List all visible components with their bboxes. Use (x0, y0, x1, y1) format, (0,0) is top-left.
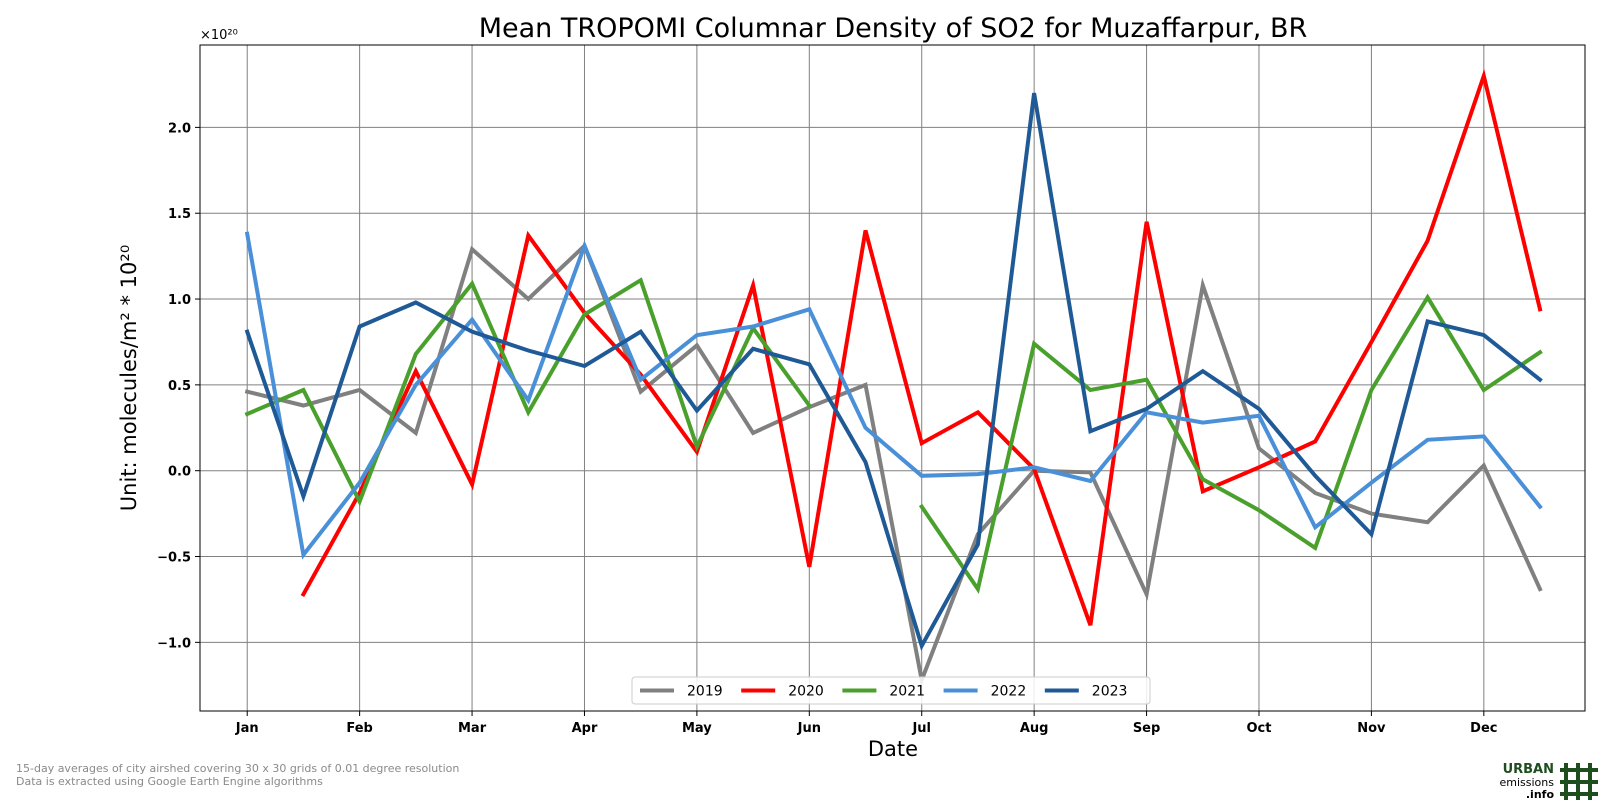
series-line-2021 (244, 277, 1543, 595)
legend-label-2021: 2021 (889, 684, 925, 700)
logo-text-urban: URBAN (1503, 762, 1554, 777)
y-tick-label: 1.5 (168, 207, 191, 222)
x-tick-label: Jun (797, 721, 821, 736)
x-tick-label: May (682, 721, 712, 736)
footer-note-resolution: 15-day averages of city airshed covering… (16, 762, 460, 775)
x-tick-label: Dec (1470, 721, 1497, 736)
y-tick-label: 2.0 (168, 121, 191, 136)
x-tick-label: Feb (346, 721, 372, 736)
grid-icon (1560, 763, 1598, 800)
series-line-2019 (244, 242, 1543, 688)
urban-emissions-logo: URBAN emissions .info (1500, 762, 1598, 800)
legend-label-2023: 2023 (1092, 684, 1128, 700)
y-tick-label: −1.0 (157, 636, 191, 651)
legend-label-2022: 2022 (991, 684, 1027, 700)
so2-line-chart: Mean TROPOMI Columnar Density of SO2 for… (117, 13, 1586, 760)
y-tick-label: 0.0 (168, 465, 191, 480)
y-axis-label: Unit: molecules/m² * 10²⁰ (117, 245, 141, 511)
x-tick-label: Oct (1246, 721, 1271, 736)
chart-title: Mean TROPOMI Columnar Density of SO2 for… (479, 13, 1308, 44)
y-tick-label: 1.0 (168, 293, 191, 308)
series-line-2023 (244, 92, 1543, 651)
logo-text-info: .info (1526, 788, 1555, 800)
x-tick-label: Aug (1020, 721, 1049, 736)
x-tick-label: Jan (235, 721, 259, 736)
plot-area-frame (199, 44, 1586, 712)
y-tick-label: −0.5 (157, 551, 191, 566)
legend-label-2019: 2019 (687, 684, 723, 700)
series-line-2022 (244, 231, 1543, 560)
x-tick-label: Mar (458, 721, 487, 736)
x-tick-label: Apr (572, 721, 598, 736)
legend-label-2020: 2020 (788, 684, 824, 700)
footer-note-source: Data is extracted using Google Earth Eng… (16, 775, 323, 788)
x-tick-label: Jul (911, 721, 931, 736)
logo-text-emissions: emissions (1500, 776, 1554, 789)
axis-ticks: Jan Feb Mar Apr May Jun Jul Aug Sep Oct Nov Dec −1.0… (157, 121, 1497, 736)
y-axis-multiplier: ×10²⁰ (200, 28, 238, 43)
y-tick-label: 0.5 (168, 379, 191, 394)
legend-box (631, 676, 1151, 705)
x-tick-label: Sep (1133, 721, 1161, 736)
series-line-2020 (300, 68, 1543, 626)
x-axis-label: Date (868, 737, 918, 760)
series-lines (244, 68, 1543, 688)
x-tick-label: Nov (1357, 721, 1386, 736)
legend: 2019 2020 2021 2022 2023 (631, 676, 1151, 705)
